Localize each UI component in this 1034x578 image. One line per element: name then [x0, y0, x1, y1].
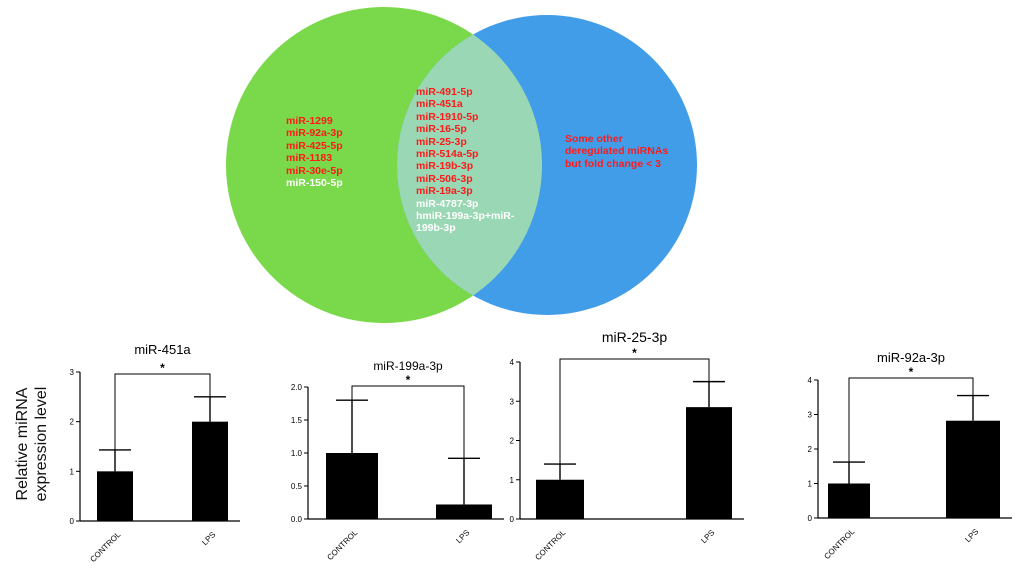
- y-tick-label: 1: [510, 476, 515, 485]
- y-tick-label: 3: [808, 411, 813, 420]
- venn-left-item: miR-1183: [286, 152, 333, 165]
- y-tick-label: 0: [510, 515, 515, 524]
- venn-left-item: miR-1299: [286, 115, 333, 127]
- y-axis-label-line1: Relative miRNA: [14, 387, 31, 501]
- bar-control: [536, 479, 584, 519]
- y-tick-label: 0.5: [291, 482, 303, 491]
- y-tick-label: 1: [70, 467, 75, 476]
- x-tick-label: LPS: [454, 528, 471, 545]
- y-tick-label: 1: [808, 480, 813, 489]
- venn-center-item: miR-1910-5p: [416, 110, 479, 123]
- y-tick-label: 3: [70, 368, 75, 377]
- venn-center-list: miR-491-5p miR-451a miR-1910-5p miR-16-5p mi…: [416, 86, 514, 235]
- y-tick-label: 2: [808, 445, 813, 454]
- y-tick-label: 3: [510, 397, 515, 406]
- x-tick-label: CONTROL: [88, 530, 122, 564]
- x-tick-label: LPS: [699, 528, 716, 545]
- significance-marker: *: [406, 373, 411, 387]
- chart-mir-199a-3p: 0.0 0.5 1.0 1.5 2.0 CONTROL LPS *miR-199a-3p: [291, 359, 504, 562]
- venn-left-item: miR-30e-5p: [286, 164, 343, 177]
- y-tick-label: 2: [510, 437, 515, 446]
- y-tick-label: 2.0: [291, 383, 303, 392]
- x-tick-label: LPS: [963, 527, 980, 544]
- bar-control: [828, 483, 870, 518]
- y-tick-label: 1.0: [291, 449, 303, 458]
- venn-left-item: miR-92a-3p: [286, 127, 343, 140]
- venn-center-item: miR-25-3p: [416, 135, 467, 148]
- significance-marker: *: [909, 365, 914, 379]
- significance-bracket: [114, 373, 211, 450]
- x-tick-label: CONTROL: [533, 528, 567, 562]
- venn-right-item: Some other deregulated miRNAs but fold c…: [565, 133, 669, 170]
- venn-center-item: miR-491-5p: [416, 86, 473, 98]
- bar-control: [97, 471, 133, 521]
- y-tick-label: 4: [808, 376, 813, 385]
- y-axis-label: Relative miRNA expression level: [2, 356, 62, 532]
- y-tick-label: 0: [808, 514, 813, 523]
- venn-center-item: miR-16-5p: [416, 123, 467, 136]
- chart-mir-451a: 0 1 2 3 CONTROL LPS * miR-451a: [70, 342, 240, 564]
- chart-title: miR-199a-3p: [373, 359, 443, 373]
- bar-lps: [686, 407, 732, 519]
- chart-mir-92a-3p: 0 1 2 3 4 CONTROL LPS *miR-92a-3p: [808, 350, 1012, 561]
- x-tick-label: CONTROL: [822, 527, 856, 561]
- bar-control: [326, 453, 378, 519]
- venn-center-item: miR-451a: [416, 98, 463, 111]
- bar-lps: [436, 504, 492, 519]
- x-tick-label: CONTROL: [325, 528, 359, 562]
- venn-center-item: miR-4787-3p: [416, 197, 479, 210]
- x-tick-label: LPS: [200, 530, 217, 547]
- significance-marker: *: [632, 346, 637, 360]
- chart-title: miR-25-3p: [602, 329, 668, 345]
- y-tick-label: 4: [510, 358, 515, 367]
- venn-center-item: miR-19a-3p: [416, 185, 473, 198]
- bar-lps: [192, 421, 228, 521]
- venn-overlap-region: [397, 15, 542, 315]
- venn-center-item: miR-19b-3p: [416, 160, 474, 173]
- chart-title: miR-92a-3p: [877, 350, 945, 365]
- venn-center-item: miR-514a-5p: [416, 148, 479, 161]
- chart-title: miR-451a: [134, 342, 191, 357]
- venn-left-item: miR-150-5p: [286, 177, 343, 190]
- chart-mir-25-3p: 0 1 2 3 4 CONTROL LPS *miR-25-3p: [510, 329, 744, 562]
- venn-center-item: 199b-3p: [416, 222, 456, 235]
- y-axis-label-line2: expression level: [33, 386, 50, 502]
- y-tick-label: 0: [70, 517, 75, 526]
- significance-bracket: [559, 358, 710, 465]
- venn-center-item: miR-506-3p: [416, 172, 473, 185]
- venn-left-item: miR-425-5p: [286, 139, 343, 152]
- venn-left-list: miR-1299 miR-92a-3p miR-425-5p miR-1183 miR-…: [286, 115, 343, 189]
- bar-lps: [946, 420, 1000, 518]
- significance-marker: *: [160, 361, 165, 375]
- y-tick-label: 0.0: [291, 515, 303, 524]
- y-tick-label: 2: [70, 418, 75, 427]
- venn-center-item: hmiR-199a-3p+miR-: [416, 210, 515, 223]
- significance-bracket: [351, 385, 465, 459]
- y-tick-label: 1.5: [291, 416, 303, 425]
- significance-bracket: [848, 377, 974, 463]
- venn-right-list: Some other deregulated miRNAs but fold c…: [565, 133, 675, 170]
- venn-diagram: [226, 7, 697, 323]
